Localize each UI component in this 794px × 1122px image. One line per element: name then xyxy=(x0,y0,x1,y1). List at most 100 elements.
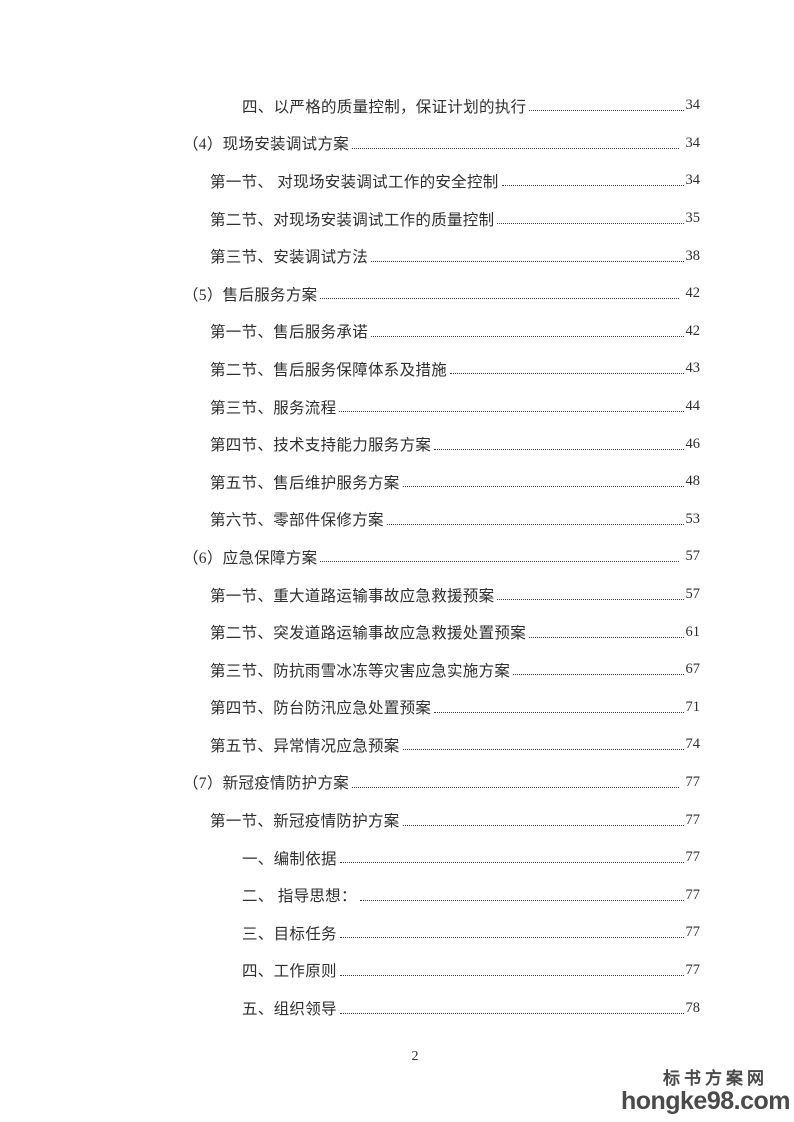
toc-entry-page-number: 77 xyxy=(685,773,701,790)
dot-leader xyxy=(434,711,684,713)
toc-entry-page-number: 71 xyxy=(685,698,701,715)
dot-leader xyxy=(352,786,679,788)
toc-entry[interactable]: 第六节、零部件保修方案 53 xyxy=(0,501,794,539)
toc-entry-page-number: 78 xyxy=(685,999,701,1016)
toc-entry-title: （5）售后服务方案 xyxy=(183,286,318,304)
toc-entry-page-number: 46 xyxy=(685,435,701,452)
toc-entry-page-number: 61 xyxy=(685,623,701,640)
toc-entry[interactable]: 第一节、重大道路运输事故应急救援预案 57 xyxy=(0,576,794,614)
toc-entry[interactable]: 五、组织领导 78 xyxy=(0,989,794,1027)
toc-entry-title: 第四节、防台防汛应急处置预案 xyxy=(210,700,432,718)
dot-leader xyxy=(529,110,684,112)
dot-leader xyxy=(529,636,684,638)
watermark-site-url: hongke98.com xyxy=(620,1087,791,1115)
toc-entry-title: 四、以严格的质量控制，保证计划的执行 xyxy=(242,98,527,116)
toc-entry[interactable]: 第三节、防抗雨雪冰冻等灾害应急实施方案 67 xyxy=(0,651,794,689)
dot-leader xyxy=(402,824,684,826)
page-number: 2 xyxy=(411,1049,419,1064)
toc-entry-title: 第一节、售后服务承诺 xyxy=(210,324,369,342)
toc-entry[interactable]: 第一节、售后服务承诺 42 xyxy=(0,313,794,351)
table-of-contents: 四、以严格的质量控制，保证计划的执行 34 （4）现场安装调试方案 34 第一节… xyxy=(0,87,794,1027)
toc-entry-page-number: 53 xyxy=(685,510,701,527)
toc-entry-page-number: 77 xyxy=(685,849,701,866)
toc-entry[interactable]: 第二节、突发道路运输事故应急救援处置预案 61 xyxy=(0,613,794,651)
toc-entry-title: 第五节、异常情况应急预案 xyxy=(210,737,400,755)
watermark-logo: 标书方案网 hongke98.com xyxy=(620,1069,791,1115)
toc-entry[interactable]: 第五节、异常情况应急预案 74 xyxy=(0,726,794,764)
toc-entry-title: 二、 指导思想： xyxy=(242,888,357,906)
toc-entry[interactable]: 一、编制依据 77 xyxy=(0,839,794,877)
toc-entry-title: （6）应急保障方案 xyxy=(183,549,318,567)
toc-entry-page-number: 42 xyxy=(685,322,701,339)
toc-entry[interactable]: 第一节、 对现场安装调试工作的安全控制 34 xyxy=(0,162,794,200)
toc-entry-page-number: 34 xyxy=(685,97,701,114)
toc-entry-title: 第三节、服务流程 xyxy=(210,399,337,417)
toc-entry[interactable]: 第二节、售后服务保障体系及措施 43 xyxy=(0,350,794,388)
toc-entry-page-number: 38 xyxy=(685,247,701,264)
toc-entry[interactable]: 第二节、对现场安装调试工作的质量控制 35 xyxy=(0,200,794,238)
toc-entry-title: 第一节、重大道路运输事故应急救援预案 xyxy=(210,587,495,605)
toc-entry[interactable]: 四、工作原则 77 xyxy=(0,952,794,990)
dot-leader xyxy=(501,185,684,187)
toc-entry[interactable]: 第四节、技术支持能力服务方案 46 xyxy=(0,425,794,463)
dot-leader xyxy=(402,486,684,488)
toc-entry[interactable]: 第一节、新冠疫情防护方案 77 xyxy=(0,801,794,839)
toc-entry-page-number: 74 xyxy=(685,736,701,753)
toc-entry-page-number: 57 xyxy=(685,548,701,565)
toc-entry-title: （7）新冠疫情防护方案 xyxy=(183,775,350,793)
dot-leader xyxy=(320,298,679,300)
dot-leader xyxy=(371,335,684,337)
toc-entry-page-number: 67 xyxy=(685,661,701,678)
toc-entry-page-number: 43 xyxy=(685,360,701,377)
dot-leader xyxy=(352,147,679,149)
toc-entry[interactable]: （6）应急保障方案 57 xyxy=(0,538,794,576)
toc-entry-page-number: 44 xyxy=(685,398,701,415)
toc-entry-page-number: 77 xyxy=(685,886,701,903)
toc-entry-title: 第二节、对现场安装调试工作的质量控制 xyxy=(210,211,495,229)
dot-leader xyxy=(359,899,684,901)
toc-entry-page-number: 34 xyxy=(685,172,701,189)
toc-entry-page-number: 48 xyxy=(685,473,701,490)
dot-leader xyxy=(513,674,684,676)
toc-entry[interactable]: 第四节、防台防汛应急处置预案 71 xyxy=(0,689,794,727)
toc-entry-title: 第一节、 对现场安装调试工作的安全控制 xyxy=(210,173,499,191)
dot-leader xyxy=(402,749,684,751)
toc-entry[interactable]: 第五节、售后维护服务方案 48 xyxy=(0,463,794,501)
toc-entry[interactable]: 四、以严格的质量控制，保证计划的执行 34 xyxy=(0,87,794,125)
dot-leader xyxy=(497,599,684,601)
toc-entry-page-number: 57 xyxy=(685,586,701,603)
toc-entry-title: 第六节、零部件保修方案 xyxy=(210,512,384,530)
toc-entry[interactable]: （4）现场安装调试方案 34 xyxy=(0,125,794,163)
dot-leader xyxy=(371,260,684,262)
toc-entry[interactable]: （5）售后服务方案 42 xyxy=(0,275,794,313)
dot-leader xyxy=(339,862,684,864)
toc-entry-page-number: 34 xyxy=(685,134,701,151)
toc-entry-title: 第三节、安装调试方法 xyxy=(210,249,369,267)
toc-entry-title: 三、目标任务 xyxy=(242,925,337,943)
dot-leader xyxy=(450,373,684,375)
dot-leader xyxy=(497,223,684,225)
toc-entry-title: 一、编制依据 xyxy=(242,850,337,868)
dot-leader xyxy=(339,1012,684,1014)
toc-entry-title: 第三节、防抗雨雪冰冻等灾害应急实施方案 xyxy=(210,662,511,680)
toc-entry[interactable]: 第三节、服务流程 44 xyxy=(0,388,794,426)
dot-leader xyxy=(339,411,684,413)
watermark-site-name: 标书方案网 xyxy=(663,1069,768,1088)
toc-entry-page-number: 77 xyxy=(685,924,701,941)
toc-entry[interactable]: 二、 指导思想： 77 xyxy=(0,876,794,914)
toc-entry[interactable]: 第三节、安装调试方法 38 xyxy=(0,237,794,275)
toc-entry-page-number: 77 xyxy=(685,961,701,978)
toc-entry-page-number: 42 xyxy=(685,285,701,302)
toc-entry[interactable]: （7）新冠疫情防护方案 77 xyxy=(0,764,794,802)
toc-entry-title: 五、组织领导 xyxy=(242,1001,337,1019)
dot-leader xyxy=(339,974,684,976)
toc-entry-page-number: 77 xyxy=(685,811,701,828)
toc-entry-title: 第二节、突发道路运输事故应急救援处置预案 xyxy=(210,625,527,643)
dot-leader xyxy=(434,448,684,450)
toc-entry-title: 四、工作原则 xyxy=(242,963,337,981)
toc-entry[interactable]: 三、目标任务 77 xyxy=(0,914,794,952)
toc-entry-title: 第二节、售后服务保障体系及措施 xyxy=(210,361,448,379)
toc-entry-page-number: 35 xyxy=(685,210,701,227)
dot-leader xyxy=(320,561,679,563)
